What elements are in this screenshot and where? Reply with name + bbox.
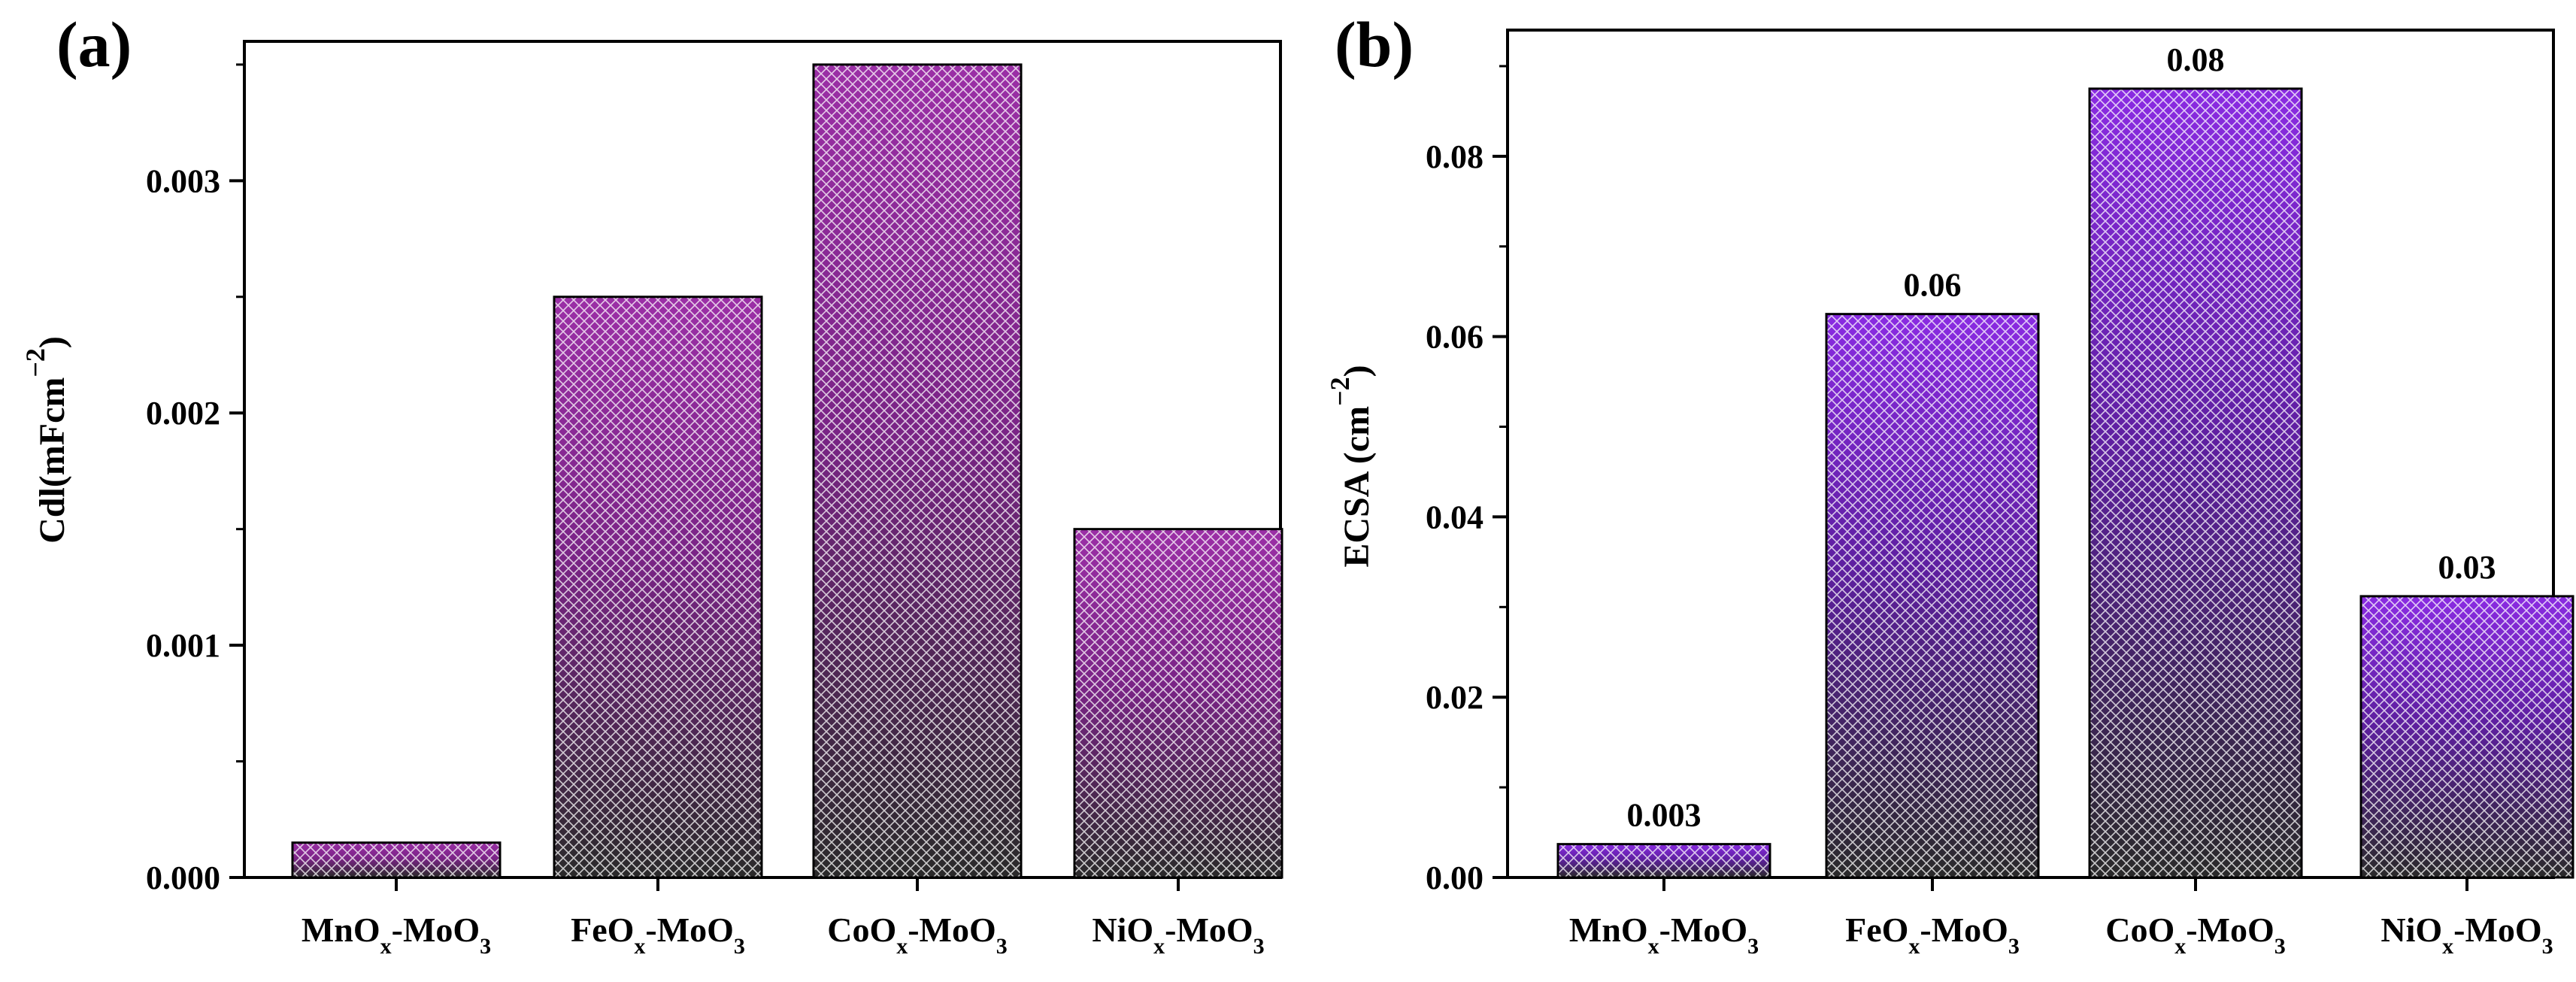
panel-a-y-axis-title: Cdl(mFcm−2) bbox=[20, 336, 72, 544]
panel-b-chart: (b) 0.000.020.040.060.08 0.0030.060.080.… bbox=[1325, 8, 2574, 959]
bar-hatch-1 bbox=[291, 841, 502, 879]
x-tick-label: FeOx-MoO3 bbox=[571, 911, 745, 959]
y-tick-label: 0.003 bbox=[146, 162, 220, 199]
bar-value-label: 0.06 bbox=[1904, 267, 1962, 304]
x-tick-label: NiOx-MoO3 bbox=[1092, 911, 1264, 959]
panel-b-x-axis: MnOx-MoO3 FeOx-MoO3 CoOx-MoO3 NiOx-MoO3 bbox=[1569, 877, 2553, 959]
bar-value-label: 0.003 bbox=[1627, 797, 1702, 834]
panel-b-y-axis: 0.00 0.02 0.04 0.06 0.08 bbox=[1426, 65, 1508, 896]
panel-a-label: (a) bbox=[56, 8, 132, 80]
y-tick-label: 0.02 bbox=[1426, 679, 1483, 716]
y-tick-label: 0.08 bbox=[1426, 138, 1483, 175]
bar-hatch-3 bbox=[812, 63, 1023, 879]
bar-hatch-4 bbox=[1073, 528, 1283, 879]
x-tick-label: NiOx-MoO3 bbox=[2381, 911, 2553, 959]
y-tick-label: 0.04 bbox=[1426, 499, 1483, 535]
panel-a-chart: (a) 0.000 0.001 0.002 0.003 MnOx-MoO3 FeOx-M… bbox=[20, 8, 1283, 959]
bar-value-label: 0.03 bbox=[2438, 549, 2496, 586]
x-tick-label: MnOx-MoO3 bbox=[302, 911, 491, 959]
y-tick-label: 0.000 bbox=[146, 859, 220, 896]
bar-hatch-2 bbox=[553, 296, 763, 879]
bar-hatch-3 bbox=[2088, 87, 2303, 879]
panel-b-label: (b) bbox=[1335, 8, 1414, 80]
bar-hatch-2 bbox=[1825, 313, 2040, 879]
panel-a-x-axis: MnOx-MoO3 FeOx-MoO3 CoOx-MoO3 NiOx-MoO3 bbox=[302, 877, 1265, 959]
y-tick-label: 0.002 bbox=[146, 395, 220, 432]
panel-b-bars: 0.003 0.06 0.08 0.03 bbox=[1556, 41, 2574, 879]
y-tick-label: 0.001 bbox=[146, 627, 220, 664]
x-tick-label: CoOx-MoO3 bbox=[2105, 911, 2286, 959]
bar-hatch-1 bbox=[1556, 843, 1771, 879]
bar-hatch-4 bbox=[2359, 595, 2574, 879]
panel-a-y-axis: 0.000 0.001 0.002 0.003 bbox=[146, 63, 244, 896]
y-tick-label: 0.00 bbox=[1426, 859, 1483, 896]
x-tick-label: CoOx-MoO3 bbox=[827, 911, 1008, 959]
x-tick-label: FeOx-MoO3 bbox=[1845, 911, 2020, 959]
panel-b-y-axis-title: ECSA (cm−2) bbox=[1325, 365, 1377, 567]
bar-value-label: 0.08 bbox=[2167, 41, 2225, 78]
panel-a-bars bbox=[291, 63, 1283, 879]
x-tick-label: MnOx-MoO3 bbox=[1569, 911, 1759, 959]
y-tick-label: 0.06 bbox=[1426, 319, 1483, 356]
